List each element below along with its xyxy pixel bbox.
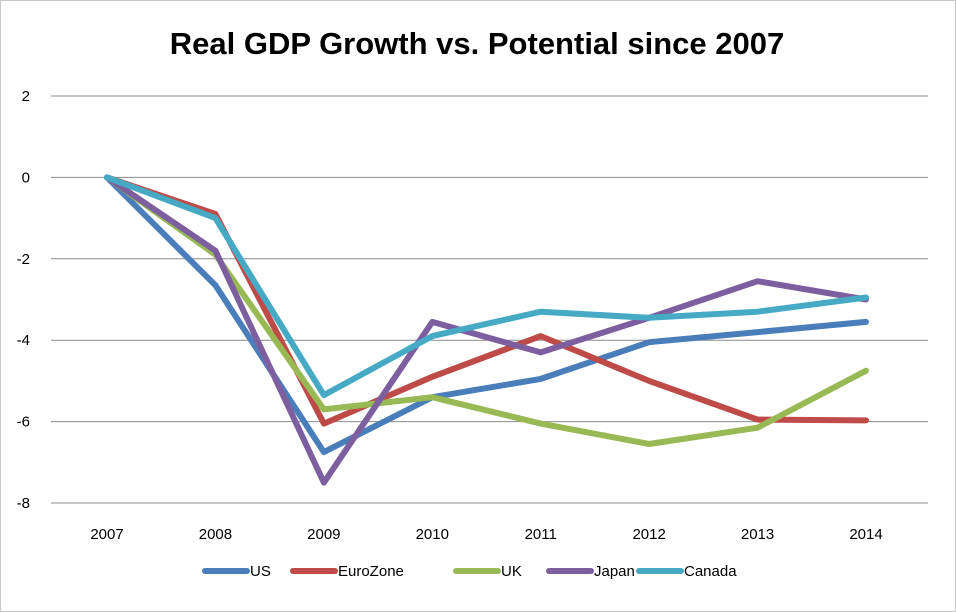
x-tick-label: 2009: [307, 526, 340, 543]
legend-label-us: US: [250, 563, 271, 580]
legend-label-uk: UK: [501, 563, 522, 580]
series-lines: [104, 174, 869, 486]
series-line-canada: [104, 174, 869, 399]
x-tick-label: 2013: [741, 526, 774, 543]
chart-title: Real GDP Growth vs. Potential since 2007: [169, 26, 785, 61]
legend: US EuroZone UK Japan Canada: [202, 563, 737, 580]
x-tick-label: 2007: [90, 526, 123, 543]
legend-label-canada: Canada: [684, 563, 737, 580]
y-tick-label: -2: [17, 251, 30, 268]
y-tick-label: -4: [17, 332, 30, 349]
series-line-japan: [104, 174, 869, 486]
x-tick-label: 2010: [416, 526, 449, 543]
y-tick-label: 0: [22, 169, 30, 186]
y-tick-label: -6: [17, 414, 30, 431]
y-tick-label: -8: [17, 495, 30, 512]
x-axis-ticks: 2007 2008 2009 2010 2011 2012 2013 2014: [90, 526, 882, 543]
y-tick-label: 2: [22, 88, 30, 105]
x-tick-label: 2014: [849, 526, 882, 543]
x-tick-label: 2012: [632, 526, 665, 543]
y-axis-ticks: 2 0 -2 -4 -6 -8: [17, 88, 30, 512]
x-tick-label: 2008: [199, 526, 232, 543]
legend-label-japan: Japan: [594, 563, 635, 580]
legend-label-eurozone: EuroZone: [338, 563, 404, 580]
x-tick-label: 2011: [525, 526, 557, 543]
series-line-uk: [104, 174, 869, 447]
series-line-us: [104, 174, 869, 456]
gridlines: [51, 95, 928, 504]
